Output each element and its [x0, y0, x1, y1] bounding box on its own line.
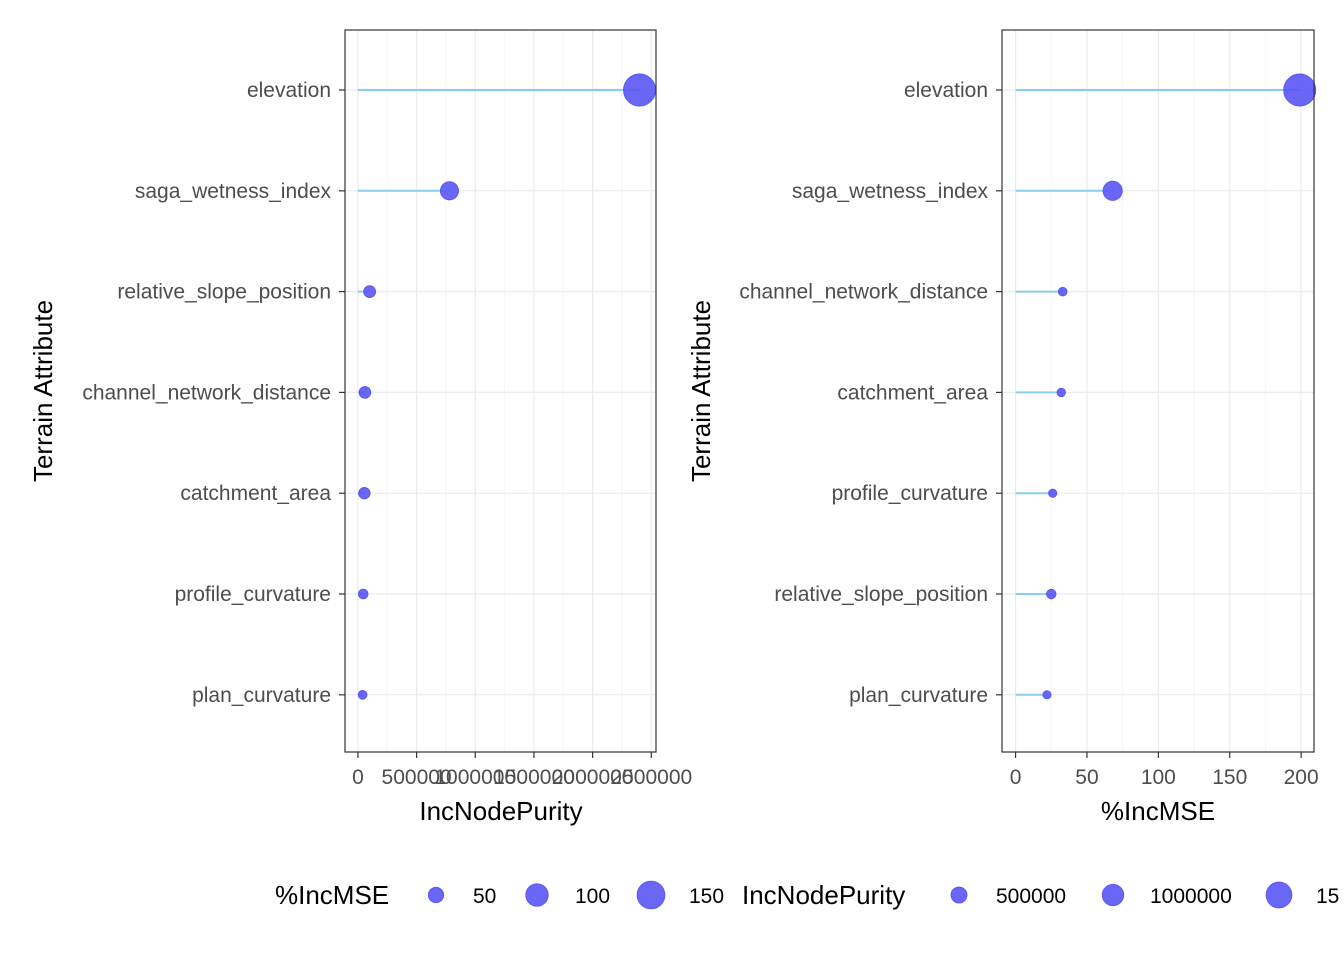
y-tick-label-relative_slope_position: relative_slope_position [774, 583, 988, 606]
point-saga_wetness_index [439, 181, 459, 201]
x-tick-label: 100 [1141, 766, 1176, 789]
y-tick-label-saga_wetness_index: saga_wetness_index [792, 180, 989, 203]
legend-key-15 [1265, 881, 1293, 909]
x-tick-label: 2500000 [610, 766, 692, 789]
point-profile_curvature [1048, 488, 1058, 498]
legend-key-150 [636, 880, 666, 910]
y-tick-label-channel_network_distance: channel_network_distance [739, 281, 988, 304]
point-plan_curvature [357, 689, 368, 700]
x-axis-title: IncNodePurity [419, 796, 582, 826]
legend-key-50 [427, 886, 445, 904]
x-tick-label: 200 [1284, 766, 1319, 789]
x-tick-label: 1500000 [493, 766, 575, 789]
x-tick-label: 1000000 [434, 766, 516, 789]
x-tick-label: 2000000 [552, 766, 634, 789]
y-tick-label-plan_curvature: plan_curvature [849, 684, 988, 707]
legend-incnodepurity: IncNodePurity 500000 1000000 15 [742, 880, 1339, 910]
legend-incmse: %IncMSE 50 100 150 [275, 880, 724, 910]
point-relative_slope_position [363, 285, 377, 298]
legend-label: 100 [575, 885, 610, 908]
legend-label: 150 [689, 885, 724, 908]
point-catchment_area [1056, 387, 1066, 398]
point-elevation [1283, 73, 1317, 107]
point-elevation [623, 73, 657, 107]
x-axis-title: %IncMSE [1101, 796, 1215, 826]
y-tick-label-catchment_area: catchment_area [837, 381, 988, 404]
x-tick-label: 500000 [382, 766, 452, 789]
y-tick-label-channel_network_distance: channel_network_distance [82, 381, 331, 404]
y-tick-label-plan_curvature: plan_curvature [192, 684, 331, 707]
y-tick-label-catchment_area: catchment_area [180, 482, 331, 505]
point-plan_curvature [1042, 690, 1052, 700]
y-tick-label-profile_curvature: profile_curvature [832, 482, 988, 505]
x-tick-label: 0 [352, 766, 364, 789]
point-saga_wetness_index [1102, 180, 1123, 201]
y-tick-label-saga_wetness_index: saga_wetness_index [135, 180, 332, 203]
y-tick-label-elevation: elevation [904, 79, 988, 102]
point-relative_slope_position [1046, 588, 1057, 600]
point-channel_network_distance [1057, 286, 1068, 297]
y-tick-label-profile_curvature: profile_curvature [175, 583, 331, 606]
y-tick-label-elevation: elevation [247, 79, 331, 102]
x-tick-label: 150 [1212, 766, 1247, 789]
legend-title: IncNodePurity [742, 880, 905, 910]
y-axis-title: Terrain Attribute [686, 300, 716, 482]
legend-title: %IncMSE [275, 880, 389, 910]
panel-border [344, 29, 657, 753]
legend-label: 50 [473, 885, 496, 908]
point-catchment_area [358, 487, 371, 500]
legend-label: 15 [1316, 885, 1339, 908]
legend-key-100 [525, 883, 549, 907]
y-axis-title: Terrain Attribute [28, 300, 58, 482]
point-channel_network_distance [358, 386, 372, 399]
legend-key-500000 [950, 886, 968, 904]
panel-incmse: elevation saga_wetness_index channel_netwo… [686, 29, 1319, 826]
panel-incnodepurity: elevation saga_wetness_index relative_slop… [28, 29, 692, 826]
x-tick-label: 50 [1075, 766, 1098, 789]
legend-key-1000000 [1101, 883, 1125, 907]
legend-label: 500000 [996, 885, 1066, 908]
point-profile_curvature [357, 588, 369, 600]
y-tick-label-relative_slope_position: relative_slope_position [117, 281, 331, 304]
legend-label: 1000000 [1150, 885, 1232, 908]
x-tick-label: 0 [1010, 766, 1022, 789]
